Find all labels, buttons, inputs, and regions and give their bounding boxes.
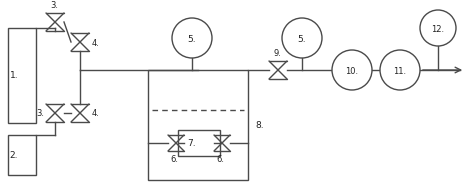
Bar (8, 135, 36, 175)
Text: 7.: 7. (188, 139, 196, 147)
Bar (178, 130, 220, 156)
Text: 9.: 9. (273, 49, 281, 58)
Text: 2.: 2. (10, 150, 18, 160)
Bar (148, 70, 248, 180)
Circle shape (420, 10, 456, 46)
Bar (8, 28, 36, 123)
Circle shape (380, 50, 420, 90)
Text: 4.: 4. (92, 110, 100, 118)
Text: 6.: 6. (216, 155, 224, 164)
Text: 5.: 5. (188, 34, 196, 44)
Text: 4.: 4. (92, 39, 100, 47)
Text: 1.: 1. (9, 70, 18, 79)
Circle shape (282, 18, 322, 58)
Text: 3.: 3. (36, 110, 44, 118)
Text: 12.: 12. (431, 25, 445, 33)
Text: 11.: 11. (393, 67, 407, 76)
Text: 6.: 6. (170, 155, 178, 164)
Text: 5.: 5. (298, 34, 306, 44)
Text: 10.: 10. (346, 67, 358, 76)
Circle shape (332, 50, 372, 90)
Text: 3.: 3. (50, 1, 58, 10)
Circle shape (172, 18, 212, 58)
Text: 8.: 8. (255, 121, 264, 129)
